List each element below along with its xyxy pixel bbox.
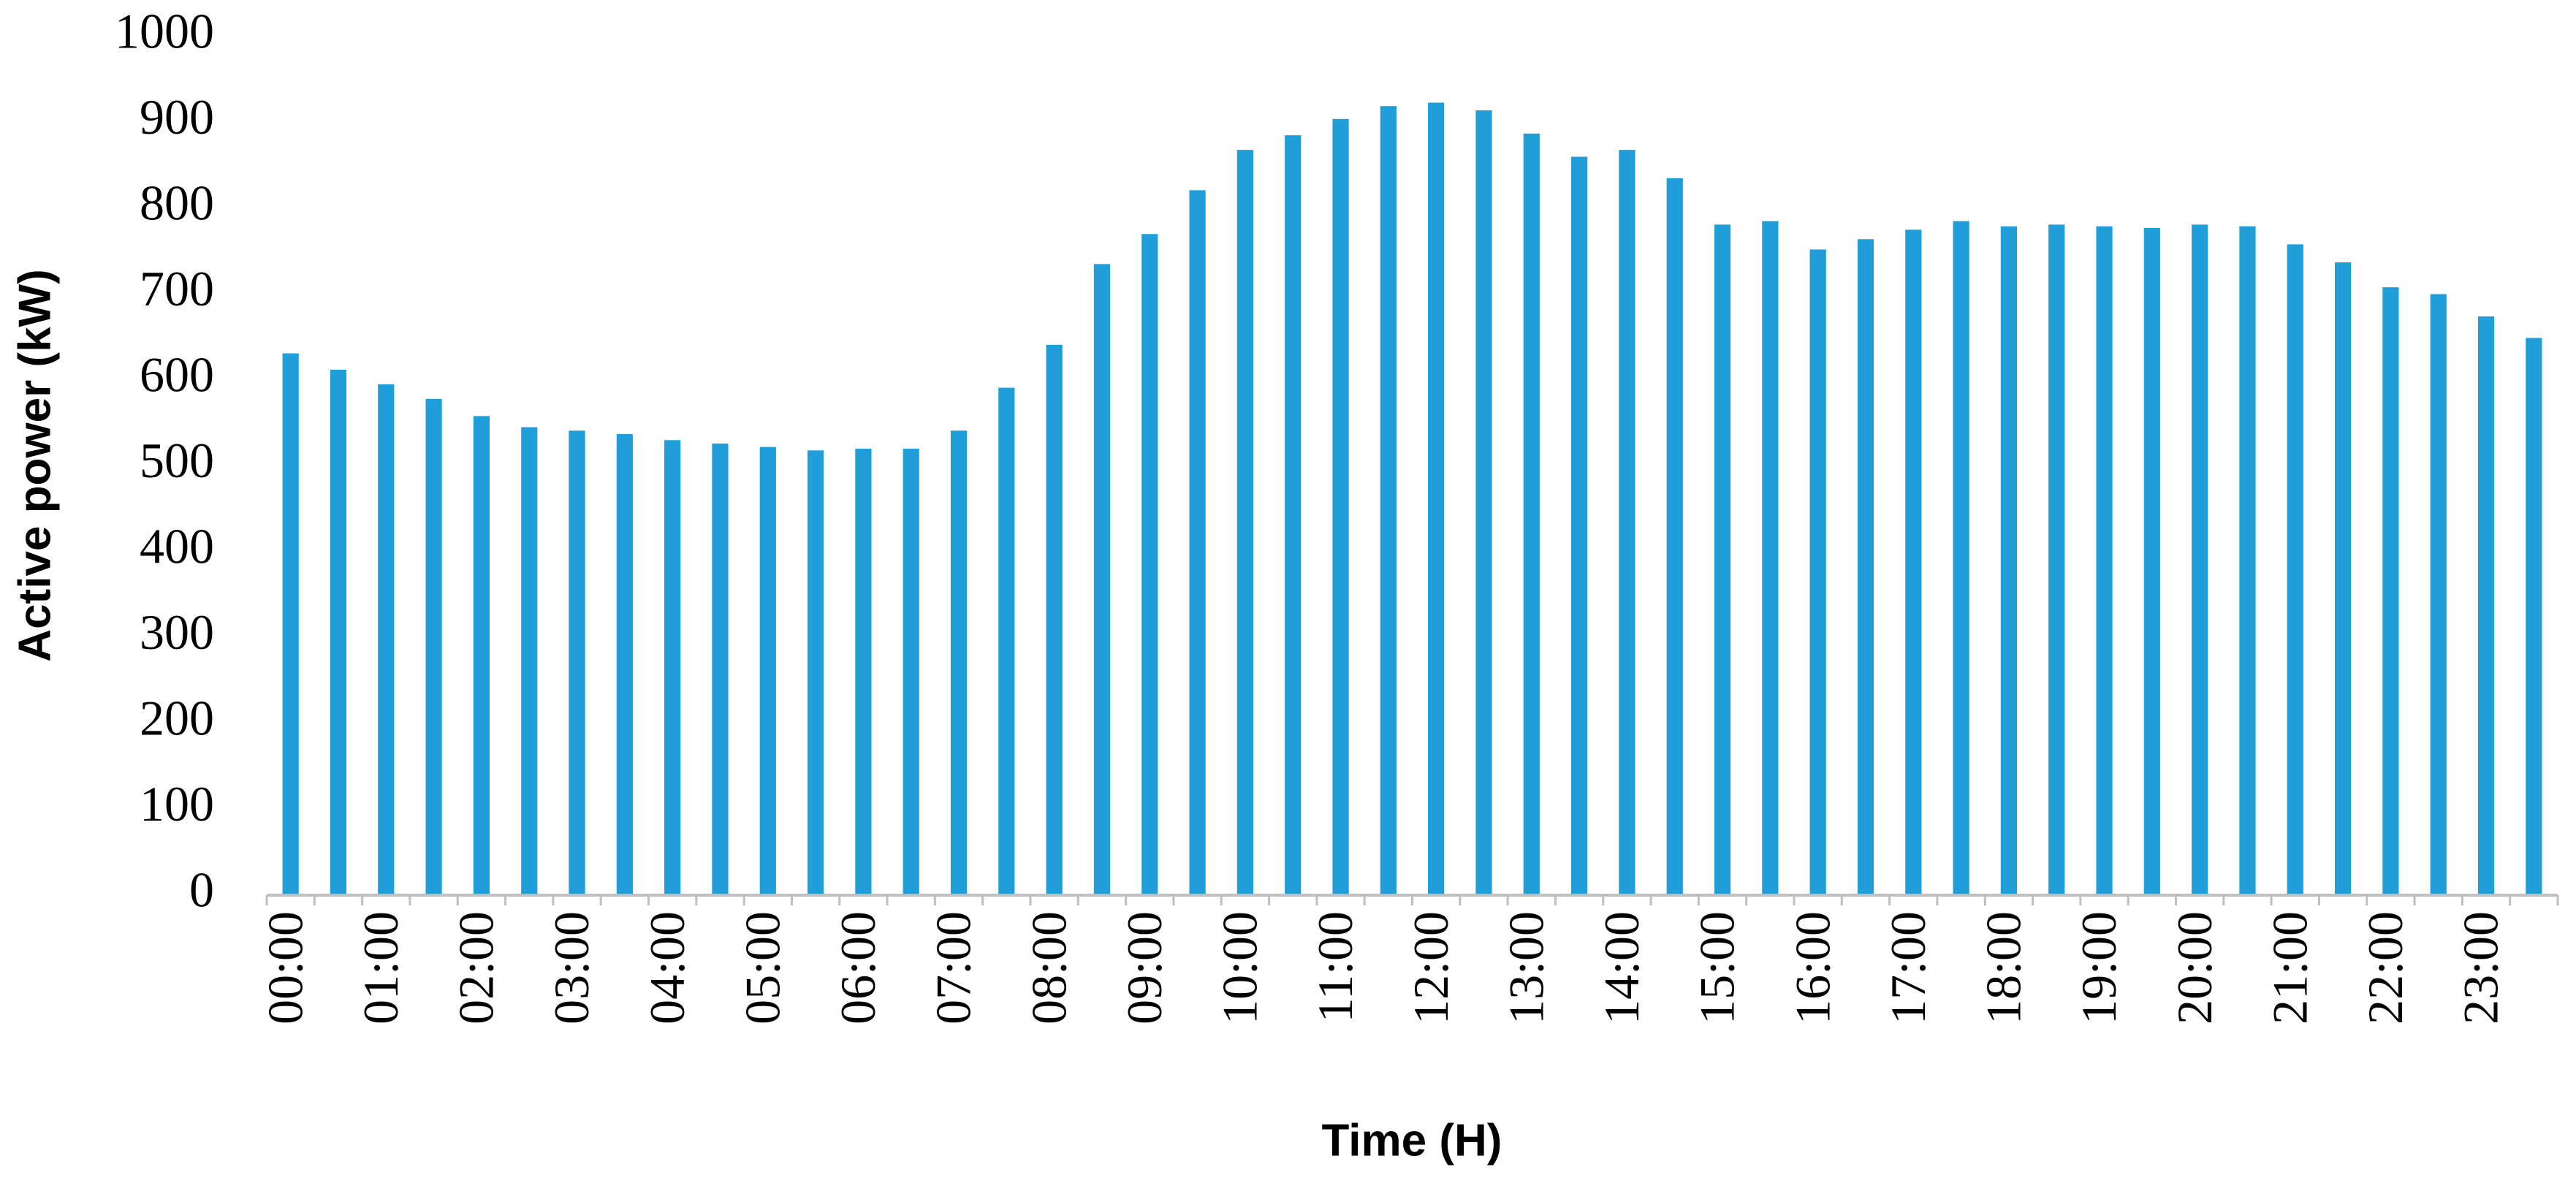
x-tick-label: 01:00 <box>353 911 409 1025</box>
bar <box>473 416 490 895</box>
x-tick-label: 00:00 <box>257 911 313 1025</box>
x-tick-label: 10:00 <box>1212 911 1268 1025</box>
x-tick-label: 09:00 <box>1117 911 1172 1025</box>
bar <box>998 387 1015 895</box>
y-tick-label: 300 <box>140 604 214 660</box>
bar <box>1666 178 1683 895</box>
x-tick-label: 07:00 <box>926 911 981 1025</box>
bar <box>1380 106 1397 895</box>
bar <box>1953 221 1969 895</box>
x-tick-label: 20:00 <box>2167 911 2222 1025</box>
bar <box>664 440 681 895</box>
x-tick-label: 08:00 <box>1021 911 1076 1025</box>
bar <box>759 446 776 895</box>
y-tick-label: 600 <box>140 347 214 403</box>
x-tick-label: 13:00 <box>1498 911 1554 1025</box>
x-tick-label: 12:00 <box>1403 911 1459 1025</box>
x-tick-label: 18:00 <box>1976 911 2032 1025</box>
bar <box>1332 118 1349 895</box>
y-tick-label: 800 <box>140 175 214 231</box>
bar <box>1285 135 1302 895</box>
bar <box>2143 228 2160 895</box>
bar <box>712 443 729 895</box>
y-tick-label: 900 <box>140 89 214 145</box>
y-axis-title: Active power (kW) <box>10 269 60 661</box>
bar <box>1809 249 1826 895</box>
x-tick-label: 17:00 <box>1880 911 1936 1025</box>
bar <box>1046 344 1063 895</box>
x-tick-label: 05:00 <box>734 911 790 1025</box>
x-tick-label: 04:00 <box>639 911 695 1025</box>
y-tick-label: 0 <box>189 862 214 918</box>
bar <box>1762 221 1779 895</box>
bar <box>1475 110 1492 895</box>
bar <box>2048 224 2065 895</box>
x-tick-label: 15:00 <box>1690 911 1745 1025</box>
bar <box>855 449 872 895</box>
bar <box>950 430 968 895</box>
bar <box>425 398 442 895</box>
y-tick-label: 1000 <box>115 4 214 59</box>
y-tick-label: 700 <box>140 261 214 316</box>
x-tick-label: 22:00 <box>2357 911 2413 1025</box>
y-tick-label: 500 <box>140 433 214 488</box>
bar <box>616 434 633 895</box>
bar <box>2192 224 2208 895</box>
y-tick-label: 200 <box>140 691 214 746</box>
x-axis-title: Time (H) <box>1322 1115 1502 1166</box>
bar <box>1619 150 1635 896</box>
bar <box>378 384 395 895</box>
x-tick-label: 16:00 <box>1785 911 1840 1025</box>
bar <box>2287 244 2303 896</box>
x-tick-label: 02:00 <box>449 911 504 1025</box>
x-tick-label: 03:00 <box>544 911 599 1025</box>
bar <box>2382 287 2399 896</box>
bar <box>2526 338 2542 895</box>
x-tick-label: 21:00 <box>2262 911 2317 1025</box>
bar <box>1570 156 1588 895</box>
bar <box>521 427 538 895</box>
bar <box>2334 262 2352 895</box>
bar <box>2477 316 2495 895</box>
bar <box>1093 264 1111 895</box>
bar <box>2430 294 2447 895</box>
bar <box>2096 226 2113 895</box>
bar <box>2239 226 2256 895</box>
y-tick-label: 400 <box>140 519 214 574</box>
bar <box>282 353 299 895</box>
bar <box>1523 133 1540 895</box>
bar <box>1189 190 1206 895</box>
bar <box>569 430 585 895</box>
bar <box>807 450 824 895</box>
x-tick-label: 23:00 <box>2453 911 2509 1025</box>
bar <box>1428 102 1445 896</box>
bar <box>1905 229 1922 895</box>
bar <box>1141 234 1158 895</box>
x-tick-label: 06:00 <box>830 911 886 1025</box>
x-tick-label: 19:00 <box>2071 911 2127 1025</box>
bar <box>2000 226 2018 895</box>
bar <box>1236 150 1254 896</box>
x-tick-label: 11:00 <box>1307 911 1363 1022</box>
bar <box>1714 224 1731 895</box>
bar <box>330 369 347 895</box>
y-tick-label: 100 <box>140 776 214 832</box>
bar <box>903 449 919 895</box>
x-tick-label: 14:00 <box>1594 911 1649 1025</box>
bar <box>1857 239 1874 895</box>
